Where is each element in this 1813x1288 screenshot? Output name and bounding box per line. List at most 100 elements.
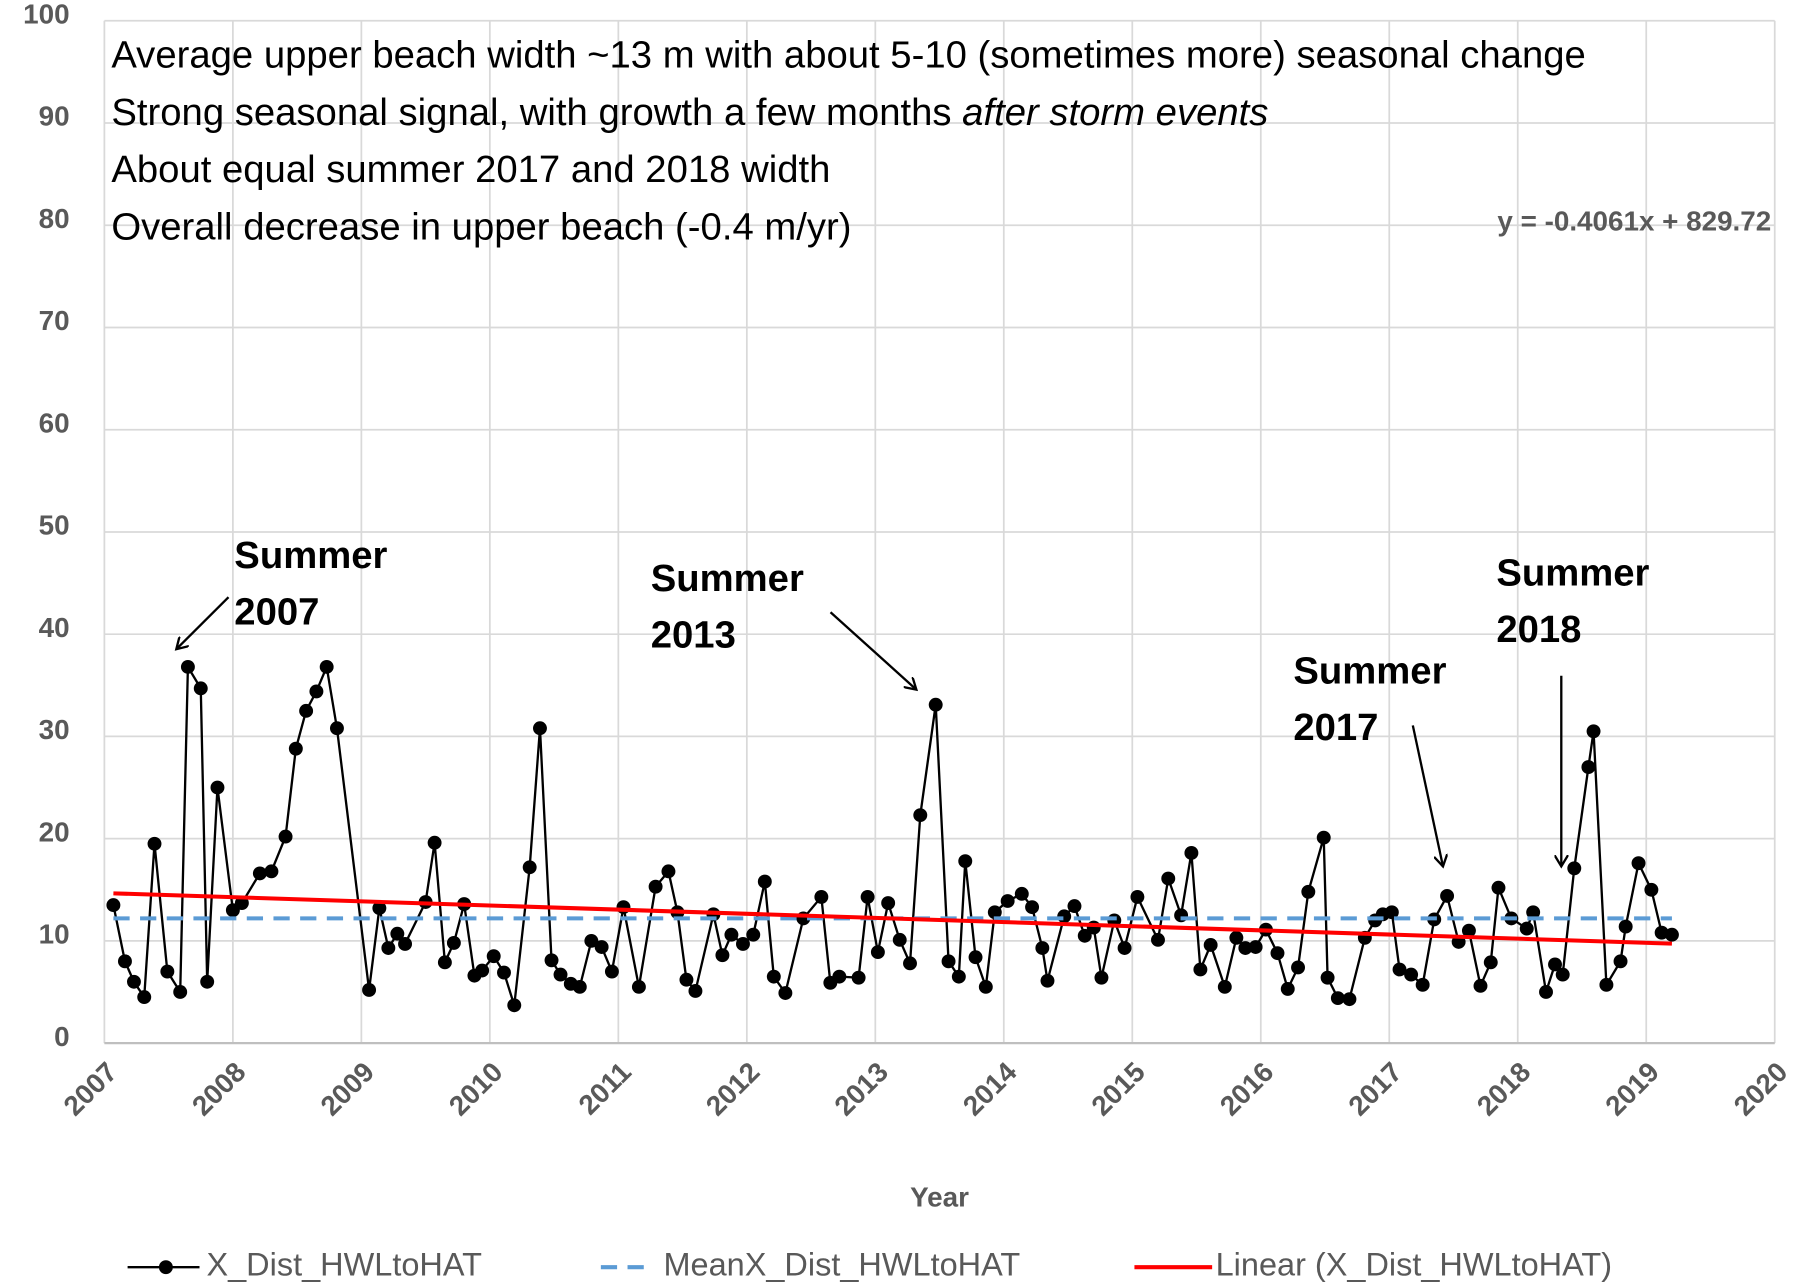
data-point [1184, 846, 1199, 860]
y-tick-label: 0 [54, 1021, 69, 1052]
data-point [584, 933, 599, 948]
data-point [1025, 900, 1040, 915]
data-point [1548, 957, 1562, 972]
arrows [176, 596, 1561, 866]
data-point [1644, 882, 1659, 897]
data-point [200, 974, 215, 989]
data-point [1067, 899, 1082, 914]
data-point [497, 965, 511, 980]
data-point [1057, 909, 1072, 924]
data-point [860, 889, 875, 904]
data-point [1539, 985, 1553, 999]
data-point [968, 950, 983, 965]
data-point [1664, 927, 1679, 942]
series-line [113, 891, 1672, 946]
annotation-part: after storm events [962, 91, 1268, 134]
data-point [1229, 930, 1244, 945]
data-point [1330, 991, 1345, 1006]
data-point [1320, 970, 1335, 985]
data-point [398, 937, 413, 951]
legend-label: X_Dist_HWLtoHAT [206, 1247, 482, 1283]
y-tick-label: 50 [39, 510, 70, 541]
data-point [1280, 981, 1295, 996]
data-point [1238, 941, 1253, 955]
data-point [1384, 905, 1399, 920]
data-point [507, 998, 522, 1013]
data-point [1392, 962, 1407, 977]
data-point [1599, 977, 1614, 992]
data-point [870, 945, 885, 960]
data-point [1203, 938, 1218, 952]
data-point [1567, 861, 1582, 876]
y-tick-label: 30 [39, 714, 70, 745]
callout: 2018 [1496, 608, 1581, 651]
data-point [594, 940, 609, 954]
y-tick-label: 20 [39, 816, 70, 847]
data-point [533, 721, 547, 736]
data-point [309, 684, 324, 699]
data-point [1077, 928, 1092, 943]
legend-label: MeanX_Dist_HWLtoHAT [663, 1247, 1020, 1283]
data-point [1248, 940, 1263, 954]
data-point [160, 964, 175, 979]
arrow [1411, 725, 1443, 866]
data-point [941, 954, 956, 969]
data-point [1291, 960, 1305, 975]
data-point [278, 829, 293, 844]
data-point [486, 949, 501, 964]
data-point [1491, 880, 1506, 895]
arrow [829, 611, 917, 689]
data-point [299, 703, 314, 718]
annotation: Average upper beach width ~13 m with abo… [111, 34, 1585, 77]
data-point [106, 898, 121, 913]
data-point [881, 896, 896, 910]
data-point [1631, 856, 1646, 871]
data-point [427, 835, 442, 850]
data-point [978, 979, 993, 994]
data-point [117, 954, 132, 969]
data-point [913, 808, 928, 823]
data-point [928, 697, 943, 712]
data-point [329, 721, 344, 736]
data-point [1316, 830, 1331, 845]
data-point [1035, 941, 1050, 955]
grid [103, 19, 1776, 1045]
data-point [679, 972, 694, 987]
data-point [1000, 894, 1015, 908]
data-point [1618, 919, 1633, 934]
callout: 2007 [234, 591, 319, 634]
callout: Summer [651, 557, 804, 600]
data-point [951, 969, 966, 984]
legend-marker [158, 1260, 173, 1275]
data-point [648, 879, 663, 894]
data-point [715, 948, 730, 963]
data-point [180, 659, 195, 674]
data-point [446, 935, 461, 950]
data-point [1415, 977, 1430, 992]
data-point [264, 864, 279, 879]
data-point [147, 836, 162, 851]
data-point [1483, 955, 1498, 970]
data-point [851, 970, 866, 985]
data-point [661, 864, 676, 879]
data-point [1270, 946, 1285, 961]
annotation-part: Average upper beach width ~13 m with abo… [111, 34, 1585, 77]
data-point [1217, 979, 1232, 994]
data-point [1040, 973, 1055, 988]
data-point [903, 956, 917, 971]
data-point [437, 955, 452, 970]
data-point [1586, 724, 1601, 739]
callout: 2017 [1293, 706, 1378, 749]
equation: y = -0.4061x + 829.72 [1497, 205, 1771, 236]
data-point [778, 986, 793, 1000]
data-point [724, 927, 739, 942]
data-point [1086, 920, 1101, 935]
data-point [193, 681, 208, 696]
arrow [176, 596, 230, 649]
callout: Summer [1293, 650, 1446, 693]
annotation: Strong seasonal signal, with growth a fe… [111, 91, 1268, 134]
callout: Summer [1496, 551, 1649, 594]
data-point [736, 937, 750, 951]
